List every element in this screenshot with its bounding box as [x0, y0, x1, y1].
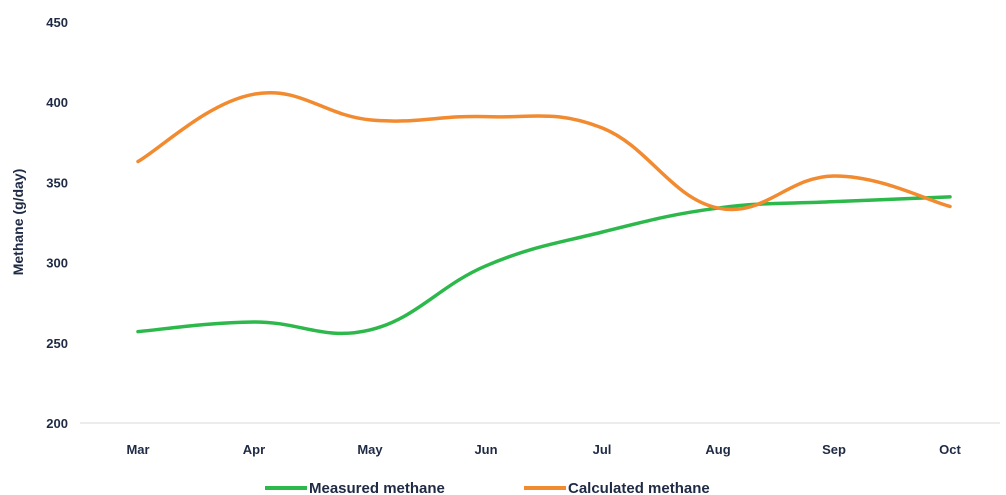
x-tick-label: Apr — [243, 442, 265, 457]
series-layer — [136, 91, 952, 336]
series-line-calculated — [136, 91, 952, 212]
x-tick-label: Oct — [939, 442, 961, 457]
y-tick-label: 400 — [46, 95, 68, 110]
y-axis-title: Methane (g/day) — [10, 169, 26, 276]
y-tick-label: 450 — [46, 15, 68, 30]
y-tick-label: 200 — [46, 416, 68, 431]
y-tick-label: 300 — [46, 256, 68, 271]
x-axis-ticks: Mar Apr May Jun Jul Aug Sep Oct — [126, 442, 961, 457]
legend-label: Measured methane — [309, 480, 445, 495]
x-tick-label: Sep — [822, 442, 846, 457]
legend-label: Calculated methane — [568, 480, 710, 495]
series-line-measured — [136, 195, 952, 336]
x-tick-label: Aug — [705, 442, 730, 457]
x-tick-label: Mar — [126, 442, 149, 457]
x-tick-label: Jun — [474, 442, 497, 457]
y-tick-label: 350 — [46, 175, 68, 190]
legend: Measured methane Calculated methane — [265, 480, 710, 495]
y-tick-label: 250 — [46, 336, 68, 351]
x-tick-label: May — [357, 442, 383, 457]
x-tick-label: Jul — [593, 442, 612, 457]
y-axis-ticks: 200 250 300 350 400 450 — [46, 15, 68, 431]
